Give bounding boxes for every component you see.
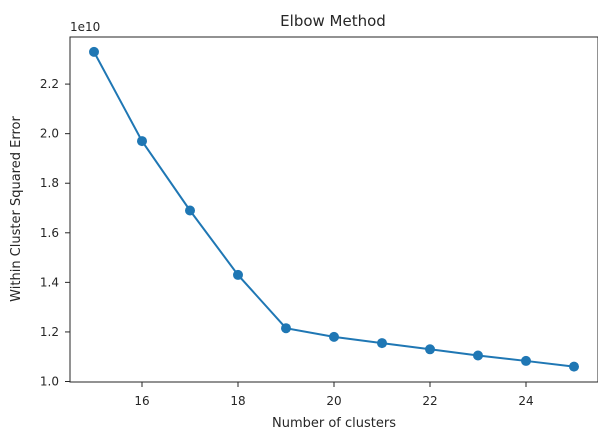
series-point-17 bbox=[185, 205, 195, 216]
y-tick-label-1: 1.0 bbox=[40, 375, 59, 389]
series-point-18 bbox=[233, 269, 243, 280]
series-point-22 bbox=[425, 344, 435, 355]
series-point-20 bbox=[329, 331, 339, 342]
x-tick-label-18: 18 bbox=[230, 394, 245, 408]
x-tick-label-16: 16 bbox=[134, 394, 149, 408]
series-point-21 bbox=[377, 338, 387, 349]
series-point-16 bbox=[137, 136, 147, 147]
y-tick-label-1-2: 1.2 bbox=[40, 325, 59, 339]
series-group bbox=[89, 46, 579, 372]
x-axis-ticks: 16 18 20 22 24 bbox=[134, 382, 534, 408]
series-point-23 bbox=[473, 350, 483, 361]
x-tick-label-24: 24 bbox=[518, 394, 533, 408]
y-axis-label: Within Cluster Squared Error bbox=[9, 116, 24, 302]
x-axis-label: Number of clusters bbox=[272, 416, 396, 430]
y-offset-label: 1e10 bbox=[70, 20, 100, 34]
x-tick-label-20: 20 bbox=[326, 394, 341, 408]
y-tick-label-2: 2.0 bbox=[40, 127, 59, 141]
y-tick-label-1-8: 1.8 bbox=[40, 176, 59, 190]
series-point-25 bbox=[569, 361, 579, 372]
series-point-19 bbox=[281, 323, 291, 334]
plot-frame bbox=[69, 36, 598, 383]
y-axis-ticks: 1.0 1.2 1.4 1.6 1.8 2.0 2.2 bbox=[40, 77, 70, 389]
x-tick-label-22: 22 bbox=[422, 394, 437, 408]
y-tick-label-1-6: 1.6 bbox=[40, 226, 59, 240]
plot-area bbox=[69, 36, 598, 383]
series-point-15 bbox=[89, 46, 99, 57]
chart-title: Elbow Method bbox=[280, 12, 386, 30]
series-point-24 bbox=[521, 355, 531, 366]
y-tick-label-1-4: 1.4 bbox=[40, 275, 59, 289]
y-tick-label-2-2: 2.2 bbox=[40, 77, 59, 91]
